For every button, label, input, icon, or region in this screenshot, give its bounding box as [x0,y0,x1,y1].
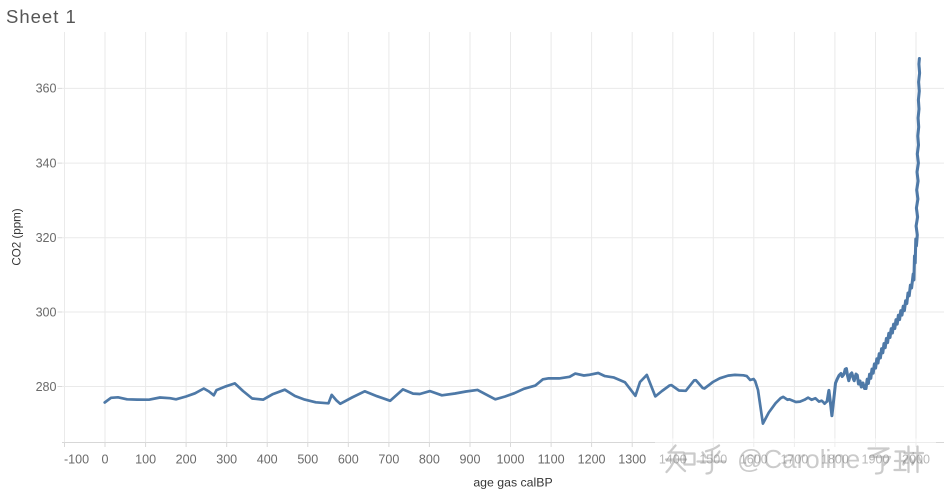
svg-text:1300: 1300 [618,452,646,466]
svg-text:360: 360 [36,82,57,96]
svg-text:Sheet 1: Sheet 1 [6,6,77,27]
svg-text:1100: 1100 [538,452,565,466]
svg-text:280: 280 [36,380,57,394]
svg-text:300: 300 [216,452,237,466]
svg-text:340: 340 [36,156,57,170]
svg-text:@Caroline: @Caroline [737,444,860,474]
svg-text:1200: 1200 [578,452,606,466]
svg-text:300: 300 [36,305,57,319]
svg-text:500: 500 [297,452,318,466]
svg-text:400: 400 [257,452,278,466]
svg-text:age gas calBP: age gas calBP [473,476,552,490]
svg-text:800: 800 [419,452,440,466]
svg-text:200: 200 [176,452,197,466]
svg-text:600: 600 [338,452,359,466]
svg-text:320: 320 [36,231,57,245]
svg-text:100: 100 [135,452,156,466]
svg-text:700: 700 [378,452,399,466]
svg-text:900: 900 [460,452,481,466]
svg-text:0: 0 [102,452,109,466]
svg-text:-100: -100 [64,452,89,466]
svg-text:1000: 1000 [497,452,525,466]
svg-text:CO2 (ppm): CO2 (ppm) [11,208,24,265]
